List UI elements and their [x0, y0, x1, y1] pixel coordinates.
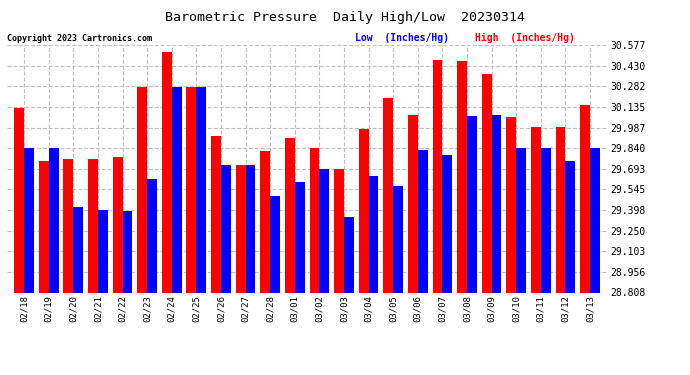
- Bar: [482, 74, 491, 292]
- Bar: [555, 127, 565, 292]
- Bar: [433, 60, 442, 292]
- Bar: [541, 148, 551, 292]
- Bar: [285, 138, 295, 292]
- Bar: [186, 87, 197, 292]
- Bar: [384, 98, 393, 292]
- Bar: [457, 62, 467, 292]
- Bar: [408, 114, 417, 292]
- Bar: [39, 161, 49, 292]
- Bar: [368, 176, 378, 292]
- Bar: [334, 169, 344, 292]
- Text: Barometric Pressure  Daily High/Low  20230314: Barometric Pressure Daily High/Low 20230…: [165, 11, 525, 24]
- Bar: [221, 165, 230, 292]
- Bar: [270, 196, 280, 292]
- Bar: [344, 217, 354, 292]
- Text: Copyright 2023 Cartronics.com: Copyright 2023 Cartronics.com: [7, 33, 152, 42]
- Bar: [137, 87, 147, 292]
- Bar: [516, 148, 526, 292]
- Bar: [88, 159, 98, 292]
- Bar: [467, 116, 477, 292]
- Bar: [246, 165, 255, 292]
- Bar: [417, 150, 428, 292]
- Bar: [319, 169, 329, 292]
- Bar: [260, 151, 270, 292]
- Bar: [211, 135, 221, 292]
- Bar: [491, 114, 502, 292]
- Bar: [49, 148, 59, 292]
- Bar: [172, 87, 181, 292]
- Bar: [98, 210, 108, 292]
- Bar: [24, 148, 34, 292]
- Bar: [310, 148, 319, 292]
- Bar: [112, 156, 123, 292]
- Bar: [590, 148, 600, 292]
- Bar: [565, 161, 575, 292]
- Bar: [393, 186, 403, 292]
- Text: High  (Inches/Hg): High (Inches/Hg): [475, 33, 575, 42]
- Bar: [506, 117, 516, 292]
- Bar: [73, 207, 83, 292]
- Bar: [531, 127, 541, 292]
- Text: Low  (Inches/Hg): Low (Inches/Hg): [355, 33, 449, 42]
- Bar: [162, 52, 172, 292]
- Bar: [442, 155, 452, 292]
- Bar: [359, 129, 368, 292]
- Bar: [580, 105, 590, 292]
- Bar: [147, 179, 157, 292]
- Bar: [295, 182, 304, 292]
- Bar: [236, 165, 246, 292]
- Bar: [63, 159, 73, 292]
- Bar: [197, 87, 206, 292]
- Bar: [123, 211, 132, 292]
- Bar: [14, 108, 24, 292]
